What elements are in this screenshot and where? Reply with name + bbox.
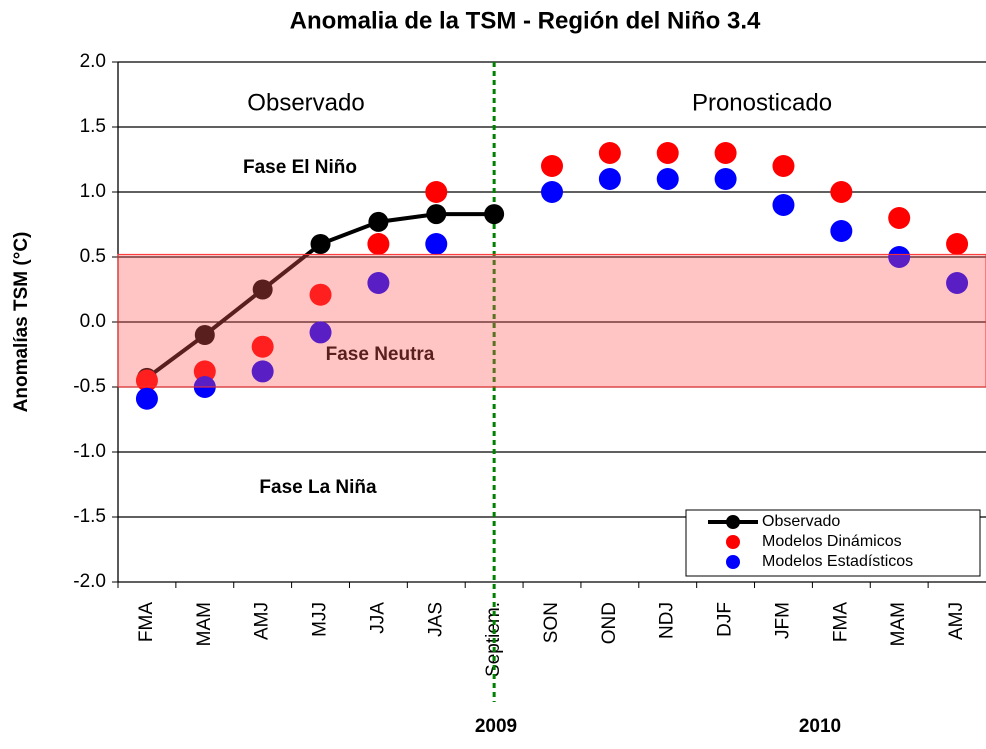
- x-tick-label: DJF: [715, 602, 736, 637]
- x-tick-label: NDJ: [657, 602, 678, 639]
- x-tick-label: AMJ: [252, 602, 273, 640]
- x-tick-label: FMA: [830, 602, 851, 642]
- x-tick-label: JFM: [772, 602, 793, 639]
- annotation: Pronosticado: [692, 89, 832, 116]
- line-point: [426, 204, 447, 225]
- x-tick-label: FMA: [136, 602, 157, 642]
- point: [309, 283, 332, 306]
- point: [656, 168, 679, 190]
- point: [656, 142, 679, 164]
- point: [598, 142, 621, 164]
- annotation: Observado: [247, 89, 364, 116]
- y-tick-label: -2.0: [73, 571, 106, 592]
- line-point: [310, 234, 331, 254]
- y-tick-label: 0.5: [80, 246, 106, 267]
- legend-marker: [726, 535, 740, 549]
- point: [714, 168, 737, 190]
- point: [830, 181, 853, 203]
- line-point: [368, 211, 389, 232]
- point: [541, 181, 563, 203]
- point: [251, 360, 274, 383]
- point: [367, 233, 390, 255]
- y-tick-label: 1.5: [80, 116, 106, 137]
- annotation: Fase La Niña: [259, 477, 377, 498]
- point: [135, 387, 158, 410]
- point: [598, 168, 621, 190]
- point: [772, 194, 795, 216]
- y-tick-label: -1.5: [73, 506, 106, 527]
- legend-label: Modelos Estadísticos: [762, 553, 913, 570]
- line-point: [194, 325, 215, 345]
- y-tick-label: -0.5: [73, 376, 106, 397]
- point: [830, 220, 853, 242]
- year-label: 2009: [475, 716, 517, 737]
- x-tick-label: OND: [599, 602, 620, 644]
- point: [251, 335, 274, 358]
- point: [946, 272, 969, 294]
- point: [541, 155, 563, 177]
- year-label: 2010: [799, 716, 841, 737]
- point: [309, 321, 332, 344]
- y-tick-label: -1.0: [73, 441, 106, 462]
- y-tick-label: 2.0: [80, 51, 106, 72]
- point: [772, 155, 795, 177]
- point: [367, 272, 390, 294]
- point: [193, 360, 216, 383]
- point: [425, 181, 448, 203]
- point: [714, 142, 737, 164]
- x-tick-label: MAM: [888, 602, 909, 646]
- x-tick-label: SON: [541, 602, 562, 643]
- line-point: [484, 204, 505, 225]
- y-axis-label: Anomalías TSM (°C): [11, 232, 32, 413]
- annotation: Fase El Niño: [243, 157, 357, 178]
- y-tick-label: 0.0: [80, 311, 106, 332]
- neutral-band: [117, 253, 986, 388]
- point: [888, 246, 911, 268]
- x-tick-label: JJA: [367, 602, 388, 634]
- legend: Observado Modelos Dinámicos Modelos Estadí…: [685, 509, 981, 577]
- y-tick-label: 1.0: [80, 181, 106, 202]
- point: [888, 207, 911, 229]
- point: [425, 233, 448, 255]
- x-tick-label: JAS: [425, 602, 446, 637]
- legend-marker: [726, 515, 740, 529]
- legend-marker: [726, 555, 740, 569]
- point: [135, 369, 158, 392]
- x-tick-label: MJJ: [310, 602, 331, 637]
- chart-title: Anomalia de la TSM - Región del Niño 3.4: [290, 7, 761, 34]
- annotation: Fase Neutra: [326, 344, 435, 365]
- legend-label: Modelos Dinámicos: [762, 533, 902, 550]
- legend-label: Observado: [762, 513, 840, 530]
- point: [946, 233, 969, 255]
- x-tick-label: AMJ: [946, 602, 967, 640]
- x-tick-label: MAM: [194, 602, 215, 646]
- line-point: [252, 279, 273, 300]
